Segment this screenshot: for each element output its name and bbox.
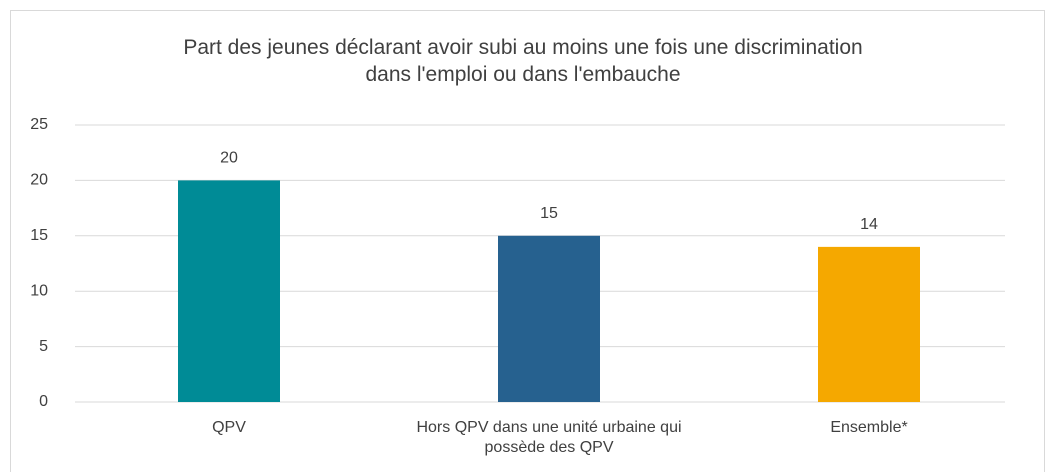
data-label: 20: [220, 150, 238, 167]
y-tick-label: 10: [30, 282, 48, 299]
y-tick-label: 5: [39, 338, 48, 355]
bar: [818, 246, 920, 402]
data-label: 15: [540, 205, 558, 222]
y-tick-label: 15: [30, 227, 48, 244]
bar: [178, 180, 280, 402]
y-tick-label: 25: [30, 116, 48, 133]
x-tick-label: Ensemble*: [830, 419, 908, 436]
data-label: 14: [860, 216, 878, 233]
bar: [498, 235, 600, 402]
chart-border: [10, 10, 1045, 472]
y-tick-label: 0: [39, 393, 48, 410]
x-tick-label: QPV: [212, 419, 246, 436]
y-tick-label: 20: [30, 172, 48, 189]
chart-title: Part des jeunes déclarant avoir subi au …: [183, 36, 863, 86]
x-tick-label: Hors QPV dans une unité urbaine qui poss…: [416, 419, 682, 456]
